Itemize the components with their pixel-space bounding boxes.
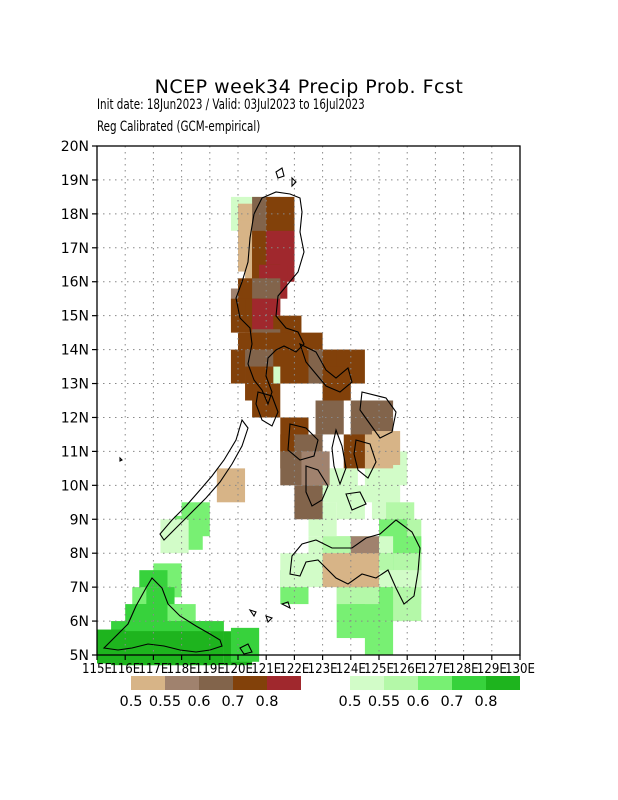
lon-tick-label: 115E — [82, 661, 112, 677]
wet-legend-swatch — [384, 676, 418, 690]
wet-legend-label: 0.8 — [474, 694, 497, 710]
probability-cells — [97, 196, 422, 666]
lat-tick-label: 15N — [61, 309, 89, 325]
wet-prob-cell — [393, 587, 422, 622]
lat-tick-label: 20N — [61, 139, 89, 155]
axis-labels: 5N 6N 7N 8N 9N 10N 11N 12N 13N 14N 15N 16N 17N 18N 19N… — [61, 139, 535, 677]
lon-tick-label: 129E — [477, 661, 507, 677]
lat-tick-label: 19N — [61, 173, 89, 189]
wet-legend-label: 0.7 — [440, 694, 463, 710]
lon-tick-label: 125E — [364, 661, 394, 677]
lon-tick-label: 124E — [336, 661, 366, 677]
map-subtitle-dates: Init date: 18Jun2023 / Valid: 03Jul2023 … — [97, 97, 365, 113]
dry-legend-label: 0.55 — [149, 694, 181, 710]
dry-legend-label: 0.8 — [255, 694, 278, 710]
lon-tick-label: 119E — [195, 661, 225, 677]
sulu-islands — [239, 601, 291, 655]
bohol-coastline — [345, 491, 367, 511]
dry-legend-swatch — [131, 676, 165, 690]
map-frame — [96, 145, 521, 656]
lon-tick-label: 126E — [392, 661, 422, 677]
lon-tick-label: 122E — [279, 661, 309, 677]
leyte-coastline — [353, 439, 377, 479]
panay-coastline — [287, 423, 319, 461]
lat-tick-label: 7N — [70, 580, 89, 596]
palawan-coastline — [159, 418, 249, 541]
lat-tick-label: 16N — [61, 275, 89, 291]
wet-prob-cell — [280, 553, 309, 588]
dry-legend-swatch — [199, 676, 233, 690]
lat-tick-label: 8N — [70, 546, 89, 562]
lon-tick-label: 117E — [138, 661, 168, 677]
wet-legend-swatch — [452, 676, 486, 690]
lat-tick-label: 5N — [70, 648, 89, 664]
map-subtitle-method: Reg Calibrated (GCM-empirical) — [97, 119, 261, 135]
lon-tick-label: 123E — [308, 661, 338, 677]
cebu-coastline — [331, 428, 347, 486]
lon-tick-label: 130E — [505, 661, 535, 677]
wet-legend-label: 0.6 — [406, 694, 429, 710]
lat-tick-label: 12N — [61, 410, 89, 426]
dry-legend-label: 0.5 — [119, 694, 142, 710]
samar-coastline — [359, 391, 397, 439]
borneo-coastline — [102, 577, 223, 653]
mindoro-coastline — [255, 391, 279, 427]
coastlines — [102, 167, 421, 655]
luzon-coastline — [235, 191, 305, 406]
lat-tick-label: 6N — [70, 614, 89, 630]
lat-tick-label: 10N — [61, 478, 89, 494]
lat-tick-label: 11N — [61, 444, 89, 460]
lat-tick-label: 14N — [61, 343, 89, 359]
cagayan-islands — [119, 456, 257, 618]
wet-legend-swatch — [486, 676, 520, 690]
legend: 0.5 0.55 0.6 0.7 0.8 0.5 0.55 0.6 0.7 0.8 — [119, 676, 520, 710]
dry-legend-swatch — [267, 676, 301, 690]
lon-tick-label: 127E — [420, 661, 450, 677]
lat-tick-label: 9N — [70, 512, 89, 528]
mindanao-coastline — [289, 519, 421, 605]
wet-legend-swatch — [418, 676, 452, 690]
dry-prob-cell — [280, 349, 309, 384]
wet-prob-cell — [160, 519, 189, 554]
babuyan-islands — [275, 167, 297, 188]
lon-tick-label: 118E — [167, 661, 197, 677]
bicol-coastline — [299, 342, 353, 393]
wet-legend-swatch — [350, 676, 384, 690]
dry-legend-swatch — [165, 676, 199, 690]
lon-tick-label: 120E — [223, 661, 253, 677]
wet-legend-label: 0.55 — [368, 694, 400, 710]
lon-tick-label: 121E — [251, 661, 281, 677]
lon-tick-label: 116E — [110, 661, 140, 677]
dry-legend-label: 0.6 — [187, 694, 210, 710]
lat-tick-label: 13N — [61, 377, 89, 393]
wet-prob-cell — [230, 627, 260, 662]
negros-coastline — [305, 465, 329, 507]
dry-legend-label: 0.7 — [221, 694, 244, 710]
lat-tick-label: 17N — [61, 241, 89, 257]
dry-prob-cell — [322, 366, 351, 401]
lon-tick-label: 128E — [449, 661, 479, 677]
wet-legend-label: 0.5 — [338, 694, 361, 710]
map-title: NCEP week34 Precip Prob. Fcst — [154, 76, 464, 98]
dry-prob-cell — [371, 431, 401, 465]
dry-prob-cell — [350, 553, 379, 588]
dry-prob-cell — [216, 468, 246, 503]
dry-prob-cell — [322, 553, 351, 588]
wet-prob-cell — [336, 485, 365, 520]
lat-tick-label: 18N — [61, 207, 89, 223]
dry-legend-swatch — [233, 676, 267, 690]
gridlines — [97, 146, 520, 655]
